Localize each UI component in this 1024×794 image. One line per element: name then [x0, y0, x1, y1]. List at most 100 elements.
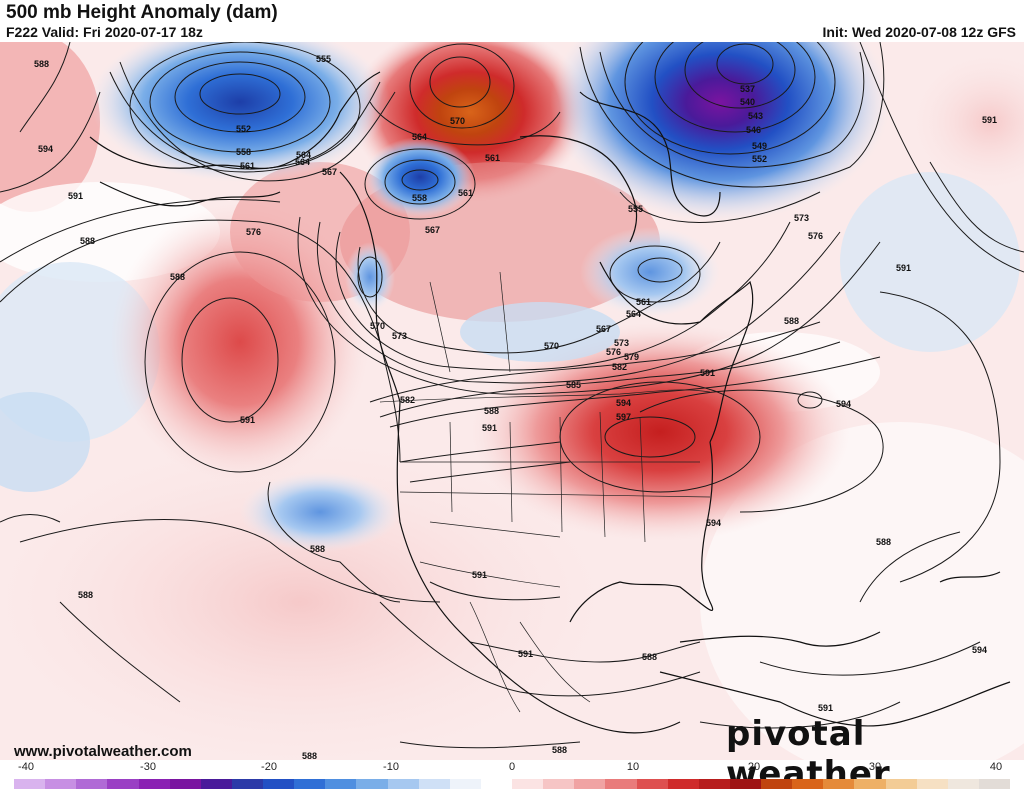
contour-label: 591 [518, 649, 533, 659]
colorbar-swatch [854, 779, 886, 789]
anomaly-map: 555 552 558 561 564 567 570 564 561 558 … [0, 42, 1024, 760]
contour-label: 540 [740, 97, 755, 107]
colorbar-tick: 0 [508, 761, 516, 773]
height-contours [0, 42, 1024, 749]
contour-label: 582 [400, 395, 415, 405]
contour-label: 561 [636, 297, 651, 307]
colorbar-swatch [480, 779, 512, 789]
colorbar-swatch [512, 779, 544, 789]
colorbar-swatch [76, 779, 108, 789]
contour-labels: 555 552 558 561 564 567 570 564 561 558 … [34, 54, 997, 760]
contour-label: 594 [38, 144, 53, 154]
contour-label: 588 [310, 544, 325, 554]
contour-label: 573 [392, 331, 407, 341]
contour-label: 543 [748, 111, 763, 121]
contour-label: 564 [412, 132, 427, 142]
colorbar-tick: -20 [261, 761, 277, 773]
anomaly-shading-prairie-negative [460, 302, 620, 362]
contour-label: 579 [624, 352, 639, 362]
coastlines [89, 71, 1011, 734]
colorbar-swatch [823, 779, 855, 789]
contour-label: 558 [236, 147, 251, 157]
contour-label: 555 [628, 204, 643, 214]
anomaly-shading-hawaii [0, 392, 90, 492]
contour-label: 588 [302, 751, 317, 760]
colorbar-swatch [387, 779, 419, 789]
colorbar-swatch [294, 779, 326, 789]
colorbar-tick: -10 [383, 761, 399, 773]
contour-label: 594 [972, 645, 987, 655]
anomaly-shading-atlantic-negative [840, 172, 1020, 352]
contour-label: 552 [236, 124, 251, 134]
colorbar-tick: 20 [747, 761, 761, 773]
contour-label: 594 [616, 398, 631, 408]
colorbar-swatch [107, 779, 139, 789]
anomaly-shading-baja-trough [240, 472, 400, 552]
contour-label: 564 [626, 309, 641, 319]
contour-label: 588 [876, 537, 891, 547]
contour-label: 576 [246, 227, 261, 237]
contour-label: 582 [612, 362, 627, 372]
colorbar-swatch [231, 779, 263, 789]
colorbar-swatch [729, 779, 761, 789]
colorbar-tick: -30 [140, 761, 156, 773]
anomaly-shading-greenland-low [550, 42, 890, 222]
contour-label: 570 [544, 341, 559, 351]
watermark-url: www.pivotalweather.com [14, 743, 192, 760]
anomaly-shading-ne-corner [910, 52, 1024, 192]
contour-label: 591 [896, 263, 911, 273]
contour-label: 567 [322, 167, 337, 177]
colorbar-swatch [169, 779, 201, 789]
contour-label: 597 [616, 412, 631, 422]
contour-label: 588 [78, 590, 93, 600]
contour-label: 591 [700, 368, 715, 378]
anomaly-shading-northeast-ridge [470, 322, 850, 542]
political-borders [379, 271, 711, 713]
contour-label: 585 [566, 380, 581, 390]
colorbar-swatch [263, 779, 295, 789]
colorbar-swatch [356, 779, 388, 789]
contour-label: 576 [606, 347, 621, 357]
contour-label: 588 [784, 316, 799, 326]
contour-label: 558 [412, 193, 427, 203]
contour-label: 552 [752, 154, 767, 164]
contour-label: 591 [68, 191, 83, 201]
anomaly-shading-nw-corner [0, 42, 100, 212]
contour-label: 588 [552, 745, 567, 755]
contour-label: 588 [642, 652, 657, 662]
colorbar-swatch [574, 779, 606, 789]
colorbar-swatch [138, 779, 170, 789]
contour-label: 561 [485, 153, 500, 163]
colorbar-swatch [916, 779, 948, 789]
contour-label: 588 [34, 59, 49, 69]
contour-label: 564 [295, 157, 310, 167]
colorbar-tick: 30 [868, 761, 882, 773]
colorbar-swatch [885, 779, 917, 789]
contour-label: 555 [316, 54, 331, 64]
map-title: 500 mb Height Anomaly (dam) [6, 2, 278, 23]
colorbar-tick: -40 [18, 761, 34, 773]
colorbar-swatch [449, 779, 481, 789]
contour-label: 573 [794, 213, 809, 223]
init-time: Init: Wed 2020-07-08 12z GFS [822, 24, 1016, 40]
colorbar-swatch [14, 779, 46, 789]
contour-label: 591 [240, 415, 255, 425]
contour-label: 588 [80, 236, 95, 246]
contour-label: 570 [370, 321, 385, 331]
contour-label: 594 [836, 399, 851, 409]
colorbar-swatch [543, 779, 575, 789]
contour-label: 537 [740, 84, 755, 94]
colorbar-tick: 10 [626, 761, 640, 773]
colorbar-swatch [947, 779, 979, 789]
anomaly-shading-beaufort-low [365, 137, 475, 217]
colorbar-ticks: -40 -30 -20 -10 0 10 20 30 40 [0, 761, 1024, 777]
anomaly-shading-pacific-south [0, 432, 620, 760]
contour-label: 591 [482, 423, 497, 433]
colorbar-swatch [761, 779, 793, 789]
contour-label: 591 [472, 570, 487, 580]
contour-label: 594 [706, 518, 721, 528]
colorbar [14, 779, 1010, 789]
contour-label: 591 [982, 115, 997, 125]
colorbar-swatch [605, 779, 637, 789]
contour-label: 573 [614, 338, 629, 348]
